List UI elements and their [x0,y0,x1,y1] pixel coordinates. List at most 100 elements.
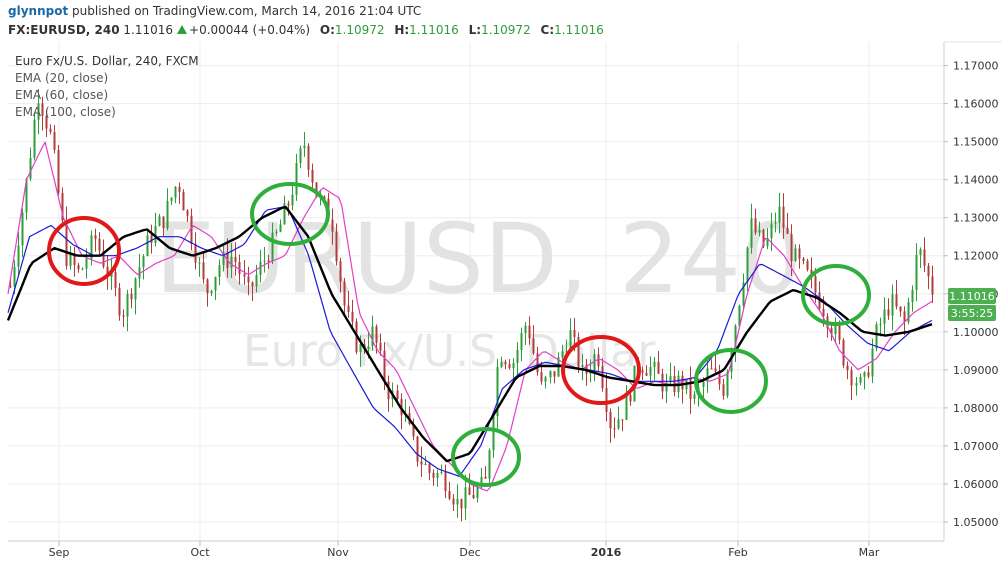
candle-body [428,463,431,473]
candle-body [907,302,910,322]
candle-body [343,281,346,306]
candle-body [766,238,769,247]
candle-body [581,364,584,368]
candle-body [396,390,399,400]
candle-body [822,308,825,317]
candle-body [448,491,451,499]
candle-body [605,388,608,412]
last-price: 1.11016 [123,23,174,37]
candle-body [174,186,177,198]
price-tag: 1.11016 3:55:25 [948,288,996,321]
candle-body [53,131,56,150]
x-axis: Sep Oct Nov Dec 2016 Feb Mar [49,541,880,559]
ema60-line [7,205,933,477]
candle-body [106,266,109,277]
candle-body [134,278,137,300]
legend-ema20[interactable]: EMA (20, close) [15,71,108,85]
red-annotation-circle [561,335,641,405]
candle-body [625,395,628,420]
candle-body [786,227,789,234]
candle-body [69,253,72,267]
y-tick-label: 1.10000 [953,326,999,339]
y-tick-label: 1.14000 [953,174,999,187]
x-tick-label: Mar [859,546,880,559]
candle-body [150,235,153,243]
candle-body [49,128,52,132]
candle-body [476,487,479,499]
candle-body [81,268,84,270]
candle-body [299,148,302,163]
candle-body [61,192,64,221]
candle-body [41,103,44,116]
candle-body [593,354,596,372]
y-tick-label: 1.06000 [953,478,999,491]
author-name[interactable]: glynnpot [8,4,69,18]
candle-body [283,203,286,225]
publish-line: glynnpot published on TradingView.com, M… [8,2,604,21]
candle-body [794,248,797,261]
legend-ema60[interactable]: EMA (60, close) [15,88,108,102]
candle-body [126,293,129,317]
price-bars [9,89,934,522]
open-label: O: [319,23,335,37]
low-value: 1.10972 [481,23,531,37]
candle-body [170,197,173,202]
candle-body [762,229,765,247]
x-tick-label: Oct [190,546,210,559]
candle-body [142,256,145,268]
candle-body [17,245,20,267]
candle-body [734,325,737,352]
candle-body [544,377,547,382]
candle-body [33,119,36,158]
candle-body [359,344,362,353]
candle-body [609,411,612,429]
candle-body [891,294,894,316]
candle-body [496,366,499,417]
candle-body [536,353,539,373]
candle-body [85,258,88,269]
candle-body [472,494,475,499]
candle-body [263,260,266,262]
candle-body [198,262,201,264]
candle-body [452,498,455,505]
candle-body [73,253,76,266]
candle-body [814,276,817,293]
candle-body [186,210,189,216]
candle-body [154,225,157,243]
candle-body [178,186,181,192]
y-tick-label: 1.16000 [953,98,999,111]
candle-body [665,382,668,392]
candle-body [146,235,149,257]
candle-body [25,178,28,213]
candle-body [512,363,515,369]
candle-body [653,361,656,368]
candle-body [255,274,258,287]
candle-body [214,276,217,291]
candle-body [484,476,487,479]
candle-body [621,419,624,421]
candle-body [553,371,556,377]
y-tick-label: 1.12000 [953,250,999,263]
x-tick-label: Nov [327,546,349,559]
candle-body [13,266,16,287]
candle-body [347,305,350,312]
ema100-line [6,206,933,463]
candle-body [387,381,390,400]
candle-body [923,249,926,266]
legend-ema100[interactable]: EMA (100, close) [15,105,116,119]
candle-body [738,305,741,326]
candle-body [440,472,443,474]
candle-body [669,376,672,383]
countdown-bg [948,305,996,321]
candle-body [549,371,552,378]
candle-body [871,348,874,377]
candle-body [9,286,12,288]
y-tick-label: 1.17000 [953,60,999,73]
candle-body [597,354,600,367]
candle-body [57,149,60,193]
green-annotation-circle [694,348,768,414]
candle-body [190,215,193,244]
candle-body [520,333,523,350]
candle-body [500,362,503,367]
